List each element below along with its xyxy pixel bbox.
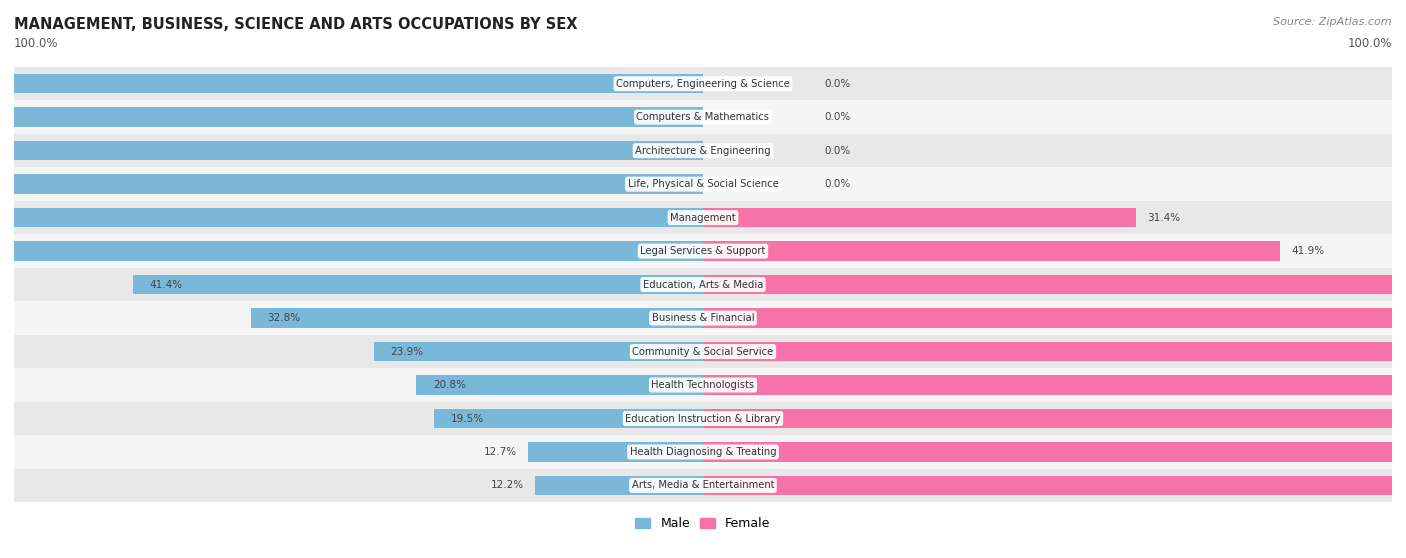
Text: 41.9%: 41.9% [1291,246,1324,256]
Bar [14,134,1392,167]
Legend: Male, Female: Male, Female [630,512,776,535]
Text: 20.8%: 20.8% [433,380,465,390]
Bar [14,201,1392,234]
Bar [14,435,1392,469]
Text: 23.9%: 23.9% [391,347,423,357]
Bar [14,67,1392,100]
Text: Community & Social Service: Community & Social Service [633,347,773,357]
Bar [0,74,703,93]
Text: 12.2%: 12.2% [491,480,524,490]
Bar [703,342,1406,361]
Bar [14,234,1392,268]
Bar [703,242,1281,261]
Bar [14,469,1392,502]
Text: 32.8%: 32.8% [267,313,301,323]
Text: Health Technologists: Health Technologists [651,380,755,390]
Bar [252,309,703,328]
Bar [703,208,1136,227]
Text: Arts, Media & Entertainment: Arts, Media & Entertainment [631,480,775,490]
Text: Education, Arts & Media: Education, Arts & Media [643,280,763,290]
Bar [14,268,1392,301]
Text: Computers, Engineering & Science: Computers, Engineering & Science [616,79,790,89]
Text: 0.0%: 0.0% [824,146,851,156]
Bar [0,242,703,261]
Bar [0,208,703,227]
Text: Management: Management [671,213,735,223]
Text: Health Diagnosing & Treating: Health Diagnosing & Treating [630,447,776,457]
Bar [374,342,703,361]
Bar [703,476,1406,495]
Bar [534,476,703,495]
Text: 31.4%: 31.4% [1147,213,1180,223]
Text: 12.7%: 12.7% [484,447,517,457]
Bar [703,309,1406,328]
Text: Architecture & Engineering: Architecture & Engineering [636,146,770,156]
Text: 100.0%: 100.0% [1347,37,1392,50]
Text: 0.0%: 0.0% [824,179,851,189]
Text: Computers & Mathematics: Computers & Mathematics [637,112,769,122]
Text: 41.4%: 41.4% [149,280,183,290]
Bar [0,175,703,194]
Bar [132,275,703,294]
Text: Business & Financial: Business & Financial [652,313,754,323]
Text: 0.0%: 0.0% [824,79,851,89]
Bar [529,442,703,461]
Text: 100.0%: 100.0% [14,37,59,50]
Bar [14,335,1392,368]
Bar [703,275,1406,294]
Bar [14,301,1392,335]
Bar [0,108,703,127]
Text: 19.5%: 19.5% [451,413,484,424]
Bar [703,442,1406,461]
Bar [14,167,1392,201]
Bar [14,402,1392,435]
Text: 0.0%: 0.0% [824,112,851,122]
Text: Source: ZipAtlas.com: Source: ZipAtlas.com [1274,17,1392,27]
Bar [14,368,1392,402]
Bar [703,376,1406,395]
Bar [434,409,703,428]
Text: Education Instruction & Library: Education Instruction & Library [626,413,780,424]
Text: Legal Services & Support: Legal Services & Support [640,246,766,256]
Bar [14,100,1392,134]
Text: MANAGEMENT, BUSINESS, SCIENCE AND ARTS OCCUPATIONS BY SEX: MANAGEMENT, BUSINESS, SCIENCE AND ARTS O… [14,17,578,32]
Bar [703,409,1406,428]
Text: Life, Physical & Social Science: Life, Physical & Social Science [627,179,779,189]
Bar [416,376,703,395]
Bar [0,141,703,160]
